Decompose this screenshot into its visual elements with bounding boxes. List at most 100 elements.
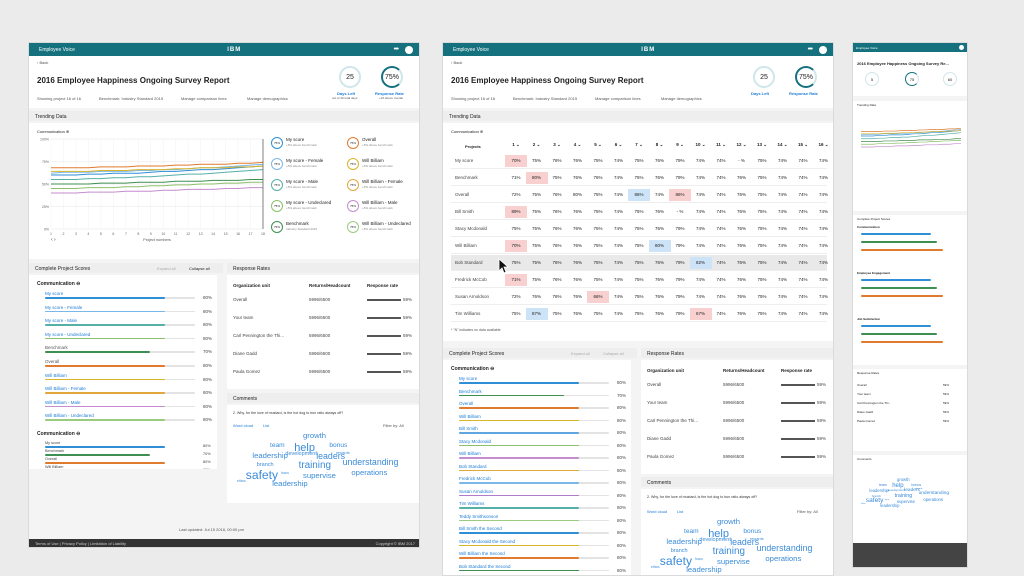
table-row[interactable] (451, 187, 827, 203)
mobile-response-row[interactable]: Paula Gomez (857, 419, 876, 423)
word-cloud-word[interactable]: focus (885, 498, 890, 501)
mobile-group-title[interactable]: Job Satisfaction (857, 317, 881, 321)
word-cloud-word[interactable]: ethics (237, 479, 246, 484)
score-row-label[interactable]: My score - Undeclared (45, 331, 91, 337)
tab-word-cloud[interactable]: Word cloud (233, 423, 254, 428)
score-row-label[interactable]: Bob Standard the Second (459, 563, 511, 569)
word-cloud-word[interactable]: development (699, 536, 731, 543)
response-unit[interactable]: Carl Pennington the Thi... (647, 418, 698, 423)
word-cloud-word[interactable]: safety (245, 468, 279, 483)
word-cloud-word[interactable]: understanding (342, 457, 399, 468)
score-row-label[interactable]: Susan Arnoldson (459, 488, 494, 494)
table-col-header[interactable]: 2 ⌄ (532, 142, 541, 147)
score-row-label[interactable]: Stacy Mcdonald the Second (459, 538, 516, 544)
word-cloud-word[interactable]: help (294, 442, 315, 454)
mobile-response-row[interactable]: Carl Pennington the Thi... (857, 401, 891, 405)
table-col-header[interactable]: 9 ⌄ (676, 142, 684, 147)
legend-item[interactable]: 75% Overall +5% above benchmark (347, 135, 419, 155)
score-row-label[interactable]: Will Billiam - Undeclared (45, 413, 94, 419)
group-title[interactable]: Communication ⊖ (37, 281, 81, 287)
project-selector[interactable]: Showing project 16 of 16 (37, 96, 82, 101)
legend-item[interactable]: 75% Will Billiam - Undeclared +5% above be… (347, 219, 419, 239)
comparison-link[interactable]: Manage comparison lines (595, 96, 641, 101)
download-icon[interactable]: ⤓ (619, 77, 621, 82)
word-cloud-word[interactable]: branch (670, 547, 688, 554)
expand-all[interactable]: Expand all (157, 266, 176, 271)
mobile-response-row[interactable]: Overall (857, 383, 867, 387)
table-row[interactable] (451, 255, 827, 271)
word-cloud-word[interactable]: training (894, 492, 913, 499)
word-cloud-word[interactable]: rewards (336, 450, 350, 455)
word-cloud-word[interactable]: team (270, 442, 285, 449)
table-col-header[interactable]: 11 ⌄ (716, 142, 726, 147)
benchmark-selector[interactable]: Benchmark: Industry Standard 2015 (99, 96, 164, 101)
word-cloud-word[interactable]: operations (351, 468, 388, 478)
group-title[interactable]: Communication ⊖ (37, 431, 81, 437)
table-col-header[interactable]: 14 ⌄ (777, 142, 788, 147)
legend-item[interactable]: 75% Will Billiam - Male +5% above benchmar… (347, 198, 419, 218)
word-cloud-word[interactable]: growth (897, 477, 910, 482)
table-col-header[interactable]: 5 ⌄ (594, 142, 602, 147)
word-cloud-word[interactable]: branch (871, 493, 881, 498)
score-row-label[interactable]: My score - Male (45, 318, 78, 324)
more-menu-icon[interactable]: ••• (393, 46, 399, 53)
table-row[interactable] (451, 306, 827, 322)
score-row-label[interactable]: My score (45, 291, 64, 296)
word-cloud-word[interactable]: bonus (329, 442, 348, 449)
back-link[interactable]: ‹ Back (451, 60, 463, 65)
word-cloud-word[interactable]: development (887, 487, 905, 492)
trending-metric[interactable]: Communication ⊕ (451, 129, 484, 134)
word-cloud-word[interactable]: focus (695, 556, 703, 561)
word-cloud-word[interactable]: growth (717, 517, 741, 526)
word-cloud-word[interactable]: leaders (316, 450, 346, 461)
response-unit[interactable]: Overall (647, 382, 662, 387)
table-col-header[interactable]: 7 ⌄ (635, 142, 643, 147)
legend-item[interactable]: 75% My score +5% above benchmark (271, 135, 345, 155)
response-unit[interactable]: Carl Pennington the Thi... (233, 333, 284, 338)
table-row[interactable] (451, 153, 827, 169)
table-row[interactable] (451, 221, 827, 237)
word-cloud-word[interactable]: help (892, 483, 904, 489)
more-menu-icon[interactable]: ••• (807, 46, 813, 53)
response-unit[interactable]: Overall (233, 297, 248, 302)
word-cloud-word[interactable]: leaders (904, 487, 920, 493)
privacy-link[interactable]: Privacy Policy (61, 540, 87, 546)
word-cloud-word[interactable]: leadership (272, 479, 308, 489)
response-unit[interactable]: Paula Gomez (233, 369, 261, 374)
table-col-header[interactable]: 8 ⌄ (655, 142, 664, 147)
score-row-label[interactable]: Will Billiam (45, 372, 67, 378)
word-cloud-word[interactable]: ethics (651, 565, 660, 570)
mobile-group-title[interactable]: Employee Engagement (857, 271, 891, 275)
score-row-label[interactable]: My score - Female (45, 304, 83, 310)
mobile-group-title[interactable]: Communication (857, 225, 880, 229)
word-cloud-word[interactable]: safety (659, 554, 693, 569)
demographics-link[interactable]: Manage demographics (247, 96, 288, 101)
word-cloud-word[interactable]: bonus (743, 528, 762, 535)
table-col-header[interactable]: 16 ⌄ (818, 142, 829, 147)
word-cloud-word[interactable]: understanding (918, 491, 949, 497)
word-cloud-word[interactable]: leadership (252, 450, 288, 460)
collapse-all[interactable]: Collapse all (189, 266, 210, 271)
mobile-response-row[interactable]: Diane Gadd (857, 410, 874, 414)
word-cloud-word[interactable]: branch (256, 461, 274, 468)
legend-item[interactable]: 75% Benchmark Industry Standard 2015 (271, 219, 345, 239)
word-cloud-word[interactable]: ethics (861, 503, 866, 506)
table-col-header[interactable]: 3 ⌄ (553, 142, 561, 147)
score-row-label[interactable]: Tim Williams (459, 501, 485, 506)
user-avatar[interactable] (405, 45, 413, 54)
table-col-header[interactable]: 1 ⌄ (512, 142, 520, 147)
legend-item[interactable]: 75% My score - Undeclared +5% above benchm… (271, 198, 345, 218)
response-unit[interactable]: Diane Gadd (233, 351, 258, 356)
score-row-label[interactable]: Fredrick McCob (459, 476, 491, 481)
mobile-response-row[interactable]: Your team (857, 392, 871, 396)
tab-word-cloud[interactable]: Word cloud (647, 509, 668, 514)
terms-link[interactable]: Terms of Use (35, 540, 59, 546)
word-cloud-word[interactable]: leadership (686, 565, 722, 575)
word-cloud-word[interactable]: understanding (756, 543, 813, 554)
word-cloud-word[interactable]: leaders (730, 536, 760, 547)
user-avatar[interactable] (819, 45, 827, 54)
tab-list[interactable]: List (263, 423, 270, 428)
score-row-label[interactable]: Will Billiam (459, 413, 481, 419)
liability-link[interactable]: Limitation of Liability (90, 540, 127, 546)
response-unit[interactable]: Diane Gadd (647, 436, 672, 441)
